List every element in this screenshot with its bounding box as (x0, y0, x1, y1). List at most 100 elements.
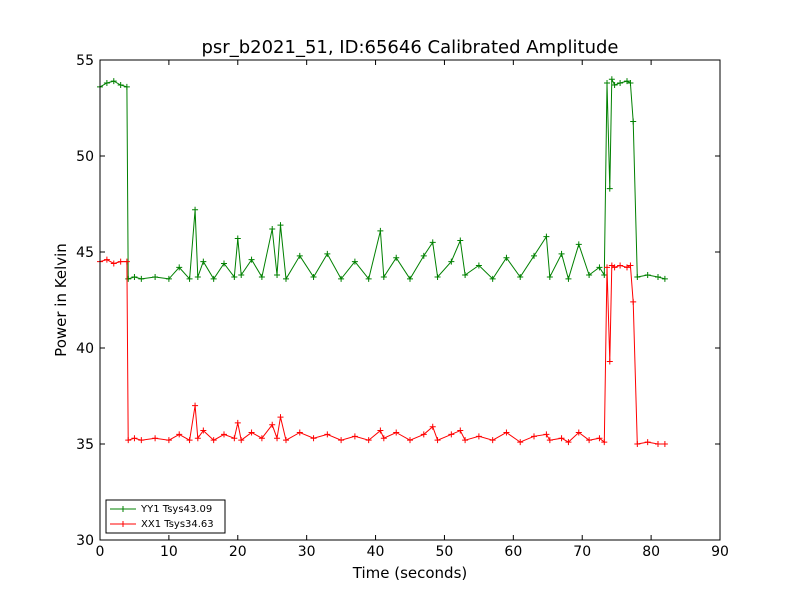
data-point-yy1 (221, 260, 227, 267)
legend-label-xx1: XX1 Tsys34.63 (141, 519, 214, 530)
data-point-yy1 (200, 258, 207, 265)
data-point-xx1 (644, 439, 651, 446)
data-point-xx1 (131, 435, 138, 442)
data-point-yy1 (248, 256, 255, 263)
data-point-xx1 (194, 435, 201, 442)
data-point-xx1 (462, 437, 469, 444)
data-point-xx1 (192, 402, 199, 409)
data-point-yy1 (103, 80, 110, 87)
legend-marker-xx1 (120, 521, 126, 527)
data-point-yy1 (324, 250, 331, 257)
data-point-xx1 (238, 437, 245, 444)
data-point-xx1 (434, 437, 441, 444)
data-point-xx1 (274, 435, 281, 442)
data-point-yy1 (393, 254, 400, 261)
data-point-yy1 (586, 272, 593, 279)
data-point-xx1 (310, 435, 317, 442)
data-point-yy1 (429, 239, 436, 246)
data-point-yy1 (194, 273, 201, 280)
data-point-yy1 (611, 81, 618, 88)
data-point-xx1 (558, 435, 565, 442)
data-point-xx1 (103, 256, 110, 263)
data-point-xx1 (503, 429, 510, 436)
data-point-xx1 (634, 441, 641, 447)
data-point-xx1 (596, 435, 603, 442)
data-point-xx1 (380, 435, 387, 442)
data-point-yy1 (601, 272, 608, 279)
data-point-xx1 (234, 419, 241, 426)
data-point-xx1 (586, 437, 593, 444)
data-point-xx1 (248, 429, 255, 436)
data-point-yy1 (338, 275, 345, 282)
data-point-yy1 (176, 264, 183, 271)
x-tick-label: 70 (573, 544, 591, 560)
data-point-xx1 (661, 441, 668, 447)
y-tick-label: 40 (76, 341, 94, 357)
data-point-yy1 (407, 275, 413, 282)
data-point-xx1 (546, 437, 553, 444)
data-point-yy1 (489, 275, 496, 282)
data-point-yy1 (420, 252, 427, 259)
data-point-xx1 (448, 431, 455, 438)
plot-frame (99, 59, 721, 541)
data-point-xx1 (617, 262, 624, 269)
data-point-xx1 (283, 437, 289, 444)
data-point-yy1 (531, 252, 537, 259)
data-point-xx1 (517, 439, 524, 446)
data-point-xx1 (575, 429, 582, 436)
data-point-xx1 (604, 264, 611, 271)
data-point-xx1 (176, 431, 183, 438)
tick-layer: 0 10 20 30 40 50 60 70 80 90 30 35 40 45 50 55 (76, 53, 729, 560)
data-point-xx1 (186, 437, 193, 444)
data-point-xx1 (606, 358, 613, 365)
data-point-xx1 (611, 264, 618, 271)
data-point-yy1 (596, 264, 603, 271)
data-point-xx1 (489, 437, 496, 444)
y-axis-label: Power in Kelvin (52, 243, 70, 357)
x-tick-label: 80 (642, 544, 660, 560)
data-point-yy1 (238, 272, 245, 279)
data-point-xx1 (123, 258, 130, 265)
data-point-yy1 (608, 76, 615, 83)
data-point-xx1 (630, 298, 637, 305)
data-point-yy1 (661, 275, 668, 282)
data-point-xx1 (231, 435, 238, 442)
data-point-yy1 (624, 78, 630, 85)
data-point-yy1 (644, 272, 651, 279)
data-point-xx1 (429, 423, 436, 430)
data-point-yy1 (138, 275, 145, 282)
x-tick-label: 0 (96, 544, 105, 560)
x-tick-label: 20 (229, 544, 247, 560)
x-axis-label: Time (seconds) (352, 564, 468, 582)
data-point-xx1 (200, 427, 207, 434)
legend-box (105, 499, 226, 534)
data-point-yy1 (546, 273, 553, 280)
data-point-yy1 (448, 258, 455, 265)
y-tick-label: 30 (76, 533, 94, 549)
data-point-yy1 (186, 275, 193, 282)
data-point-yy1 (296, 252, 303, 259)
x-tick-label: 30 (298, 544, 316, 560)
data-point-yy1 (630, 118, 637, 125)
data-point-yy1 (377, 227, 384, 234)
data-point-xx1 (624, 264, 630, 271)
data-point-yy1 (231, 273, 238, 280)
y-tick-label: 55 (76, 53, 94, 69)
data-point-yy1 (365, 275, 372, 282)
data-point-yy1 (310, 273, 317, 280)
data-point-xx1 (269, 421, 276, 428)
data-point-xx1 (125, 437, 132, 444)
data-point-yy1 (617, 80, 624, 87)
data-point-xx1 (627, 262, 634, 269)
data-point-yy1 (165, 275, 172, 282)
data-point-xx1 (277, 414, 284, 421)
x-tick-label: 40 (367, 544, 385, 560)
data-point-yy1 (475, 262, 482, 269)
data-point-yy1 (274, 272, 281, 279)
y-tick-label: 50 (76, 149, 94, 165)
data-point-yy1 (575, 241, 582, 248)
data-point-xx1 (407, 437, 413, 444)
legend-marker-yy1 (120, 506, 126, 512)
